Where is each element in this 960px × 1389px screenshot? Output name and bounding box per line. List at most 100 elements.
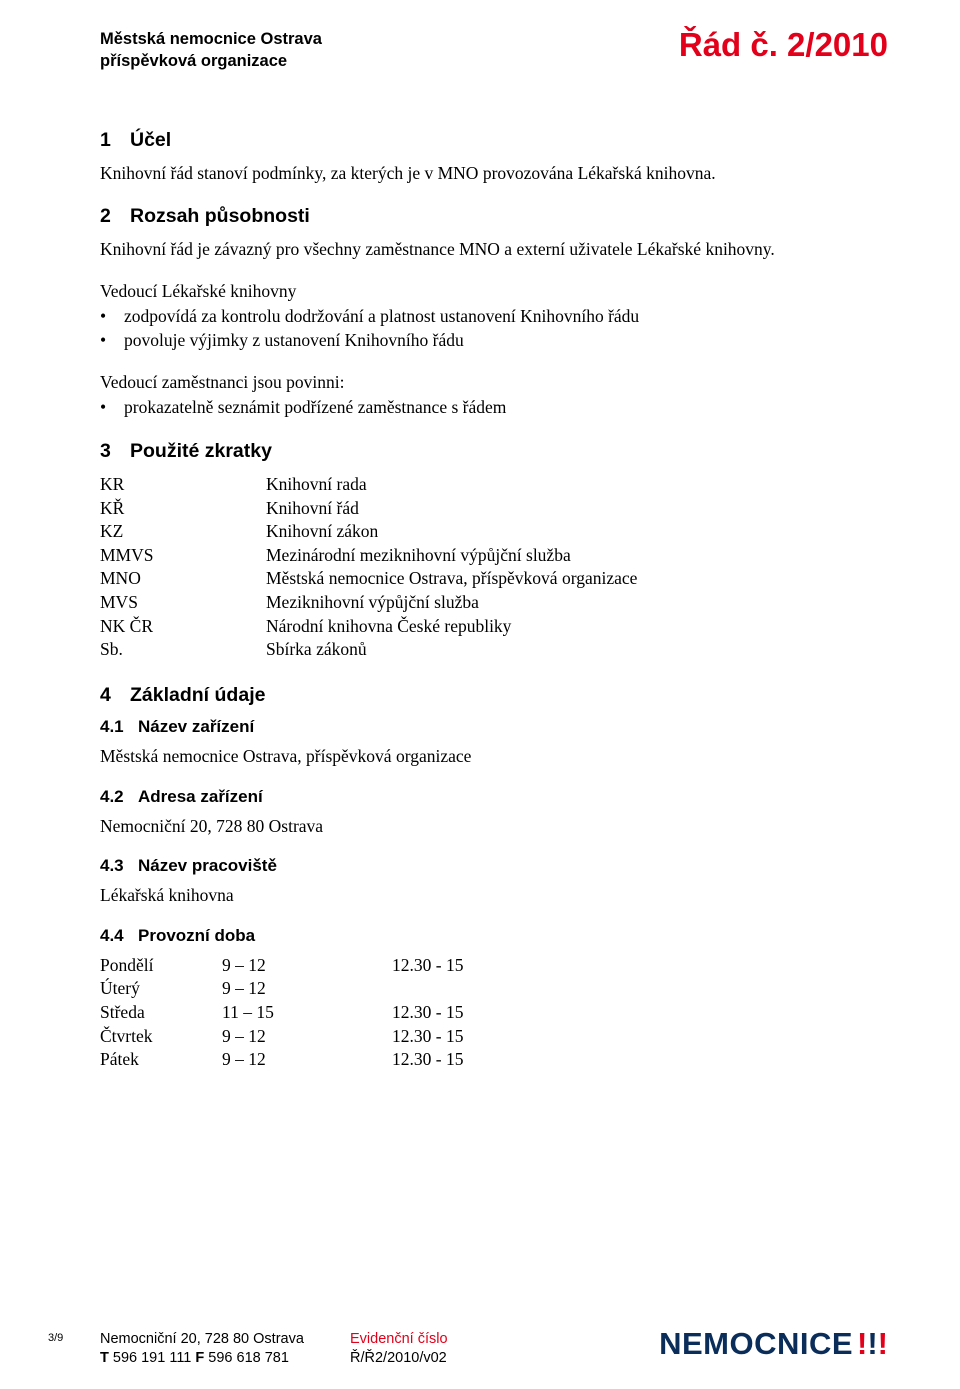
section-3: 3Použité zkratky KRKnihovní rada KŘKniho… [100,440,888,662]
subsection-4-1-text: Městská nemocnice Ostrava, příspěvková o… [100,745,888,769]
hours-morning: 9 – 12 [222,1025,392,1049]
page-number: 3/9 [48,1330,100,1344]
hours-day: Středa [100,1001,222,1025]
hours-afternoon: 12.30 - 15 [392,1048,463,1072]
abbrev-val: Knihovní rada [266,473,637,497]
table-row: MMVSMezinárodní meziknihovní výpůjční sl… [100,544,637,568]
document-page: Městská nemocnice Ostrava příspěvková or… [0,0,960,1072]
footer-f-label: F [195,1350,204,1366]
org-name-line2: příspěvková organizace [100,50,322,72]
table-row: Čtvrtek9 – 1212.30 - 15 [100,1025,463,1049]
abbrev-key: KR [100,473,266,497]
subsection-4-1-num: 4.1 [100,717,138,737]
section-1-title: Účel [130,129,171,151]
subsection-4-3-text: Lékařská knihovna [100,884,888,908]
subsection-4-3-title: Název pracoviště [138,856,277,875]
section-2: 2Rozsah působnosti Knihovní řád je závaz… [100,205,888,420]
abbrev-val: Městská nemocnice Ostrava, příspěvková o… [266,567,637,591]
subsection-4-4-heading: 4.4Provozní doba [100,926,888,946]
footer-evid-value: Ř/Ř2/2010/v02 [350,1349,550,1369]
abbrev-val: Knihovní zákon [266,520,637,544]
hours-day: Pondělí [100,954,222,978]
bang-icon: ! [867,1328,877,1359]
subsection-4-4-num: 4.4 [100,926,138,946]
hours-morning: 9 – 12 [222,977,392,1001]
abbrev-key: NK ČR [100,615,266,639]
subsection-4-4-title: Provozní doba [138,926,255,945]
abbrev-val: Mezinárodní meziknihovní výpůjční služba [266,544,637,568]
abbrev-key: MVS [100,591,266,615]
hours-afternoon: 12.30 - 15 [392,1001,463,1025]
section-3-heading: 3Použité zkratky [100,440,888,463]
section-1-text: Knihovní řád stanoví podmínky, za kterýc… [100,162,888,186]
subsection-4-3-num: 4.3 [100,856,138,876]
abbrev-key: KZ [100,520,266,544]
logo-bangs-icon: ! ! ! [857,1328,888,1359]
list-item: povoluje výjimky z ustanovení Knihovního… [100,329,888,353]
abbrev-key: KŘ [100,497,266,521]
section-1: 1Účel Knihovní řád stanoví podmínky, za … [100,129,888,186]
hours-day: Čtvrtek [100,1025,222,1049]
hours-afternoon [392,977,463,1001]
section-4-num: 4 [100,684,130,707]
abbrev-key: Sb. [100,638,266,662]
subsection-4-1-title: Název zařízení [138,717,254,736]
section-2-lead1: Vedoucí Lékařské knihovny [100,280,888,304]
section-3-title: Použité zkratky [130,440,272,462]
hours-day: Úterý [100,977,222,1001]
table-row: MVSMeziknihovní výpůjční služba [100,591,637,615]
page-header: Městská nemocnice Ostrava příspěvková or… [100,28,888,73]
section-2-list2: prokazatelně seznámit podřízené zaměstna… [100,396,888,420]
table-row: KŘKnihovní řád [100,497,637,521]
abbrev-key: MMVS [100,544,266,568]
hours-morning: 9 – 12 [222,954,392,978]
section-1-heading: 1Účel [100,129,888,152]
hours-afternoon: 12.30 - 15 [392,1025,463,1049]
hours-morning: 9 – 12 [222,1048,392,1072]
section-2-text: Knihovní řád je závazný pro všechny zamě… [100,238,888,262]
section-2-list1: zodpovídá za kontrolu dodržování a platn… [100,305,888,352]
section-3-num: 3 [100,440,130,463]
footer-t-num: 596 191 111 [113,1350,191,1366]
table-row: KRKnihovní rada [100,473,637,497]
bang-icon: ! [878,1328,888,1359]
list-item: zodpovídá za kontrolu dodržování a platn… [100,305,888,329]
subsection-4-2-heading: 4.2Adresa zařízení [100,787,888,807]
document-code: Řád č. 2/2010 [679,26,888,64]
abbrev-val: Meziknihovní výpůjční služba [266,591,637,615]
table-row: MNOMěstská nemocnice Ostrava, příspěvkov… [100,567,637,591]
section-2-num: 2 [100,205,130,228]
table-row: KZKnihovní zákon [100,520,637,544]
table-row: Středa11 – 1512.30 - 15 [100,1001,463,1025]
list-item: prokazatelně seznámit podřízené zaměstna… [100,396,888,420]
hours-day: Pátek [100,1048,222,1072]
subsection-4-3-heading: 4.3Název pracoviště [100,856,888,876]
org-name-line1: Městská nemocnice Ostrava [100,28,322,50]
table-row: Úterý9 – 12 [100,977,463,1001]
footer-address: Nemocniční 20, 728 80 Ostrava [100,1330,350,1350]
subsection-4-2-text: Nemocniční 20, 728 80 Ostrava [100,815,888,839]
section-2-heading: 2Rozsah působnosti [100,205,888,228]
table-row: Pátek9 – 1212.30 - 15 [100,1048,463,1072]
footer-t-label: T [100,1350,109,1366]
footer-phone-fax: T 596 191 111 F 596 618 781 [100,1349,350,1369]
subsection-4-1-heading: 4.1Název zařízení [100,717,888,737]
footer-address-block: Nemocniční 20, 728 80 Ostrava T 596 191 … [100,1330,350,1369]
table-row: NK ČRNárodní knihovna České republiky [100,615,637,639]
subsection-4-2-num: 4.2 [100,787,138,807]
abbrev-key: MNO [100,567,266,591]
footer-evid-label: Evidenční číslo [350,1330,550,1350]
section-2-title: Rozsah působnosti [130,205,310,227]
footer-logo: NEMOCNICE ! ! ! [659,1326,888,1362]
header-org: Městská nemocnice Ostrava příspěvková or… [100,28,322,73]
hours-morning: 11 – 15 [222,1001,392,1025]
section-1-num: 1 [100,129,130,152]
page-footer: 3/9 Nemocniční 20, 728 80 Ostrava T 596 … [0,1330,960,1369]
section-2-lead2: Vedoucí zaměstnanci jsou povinni: [100,371,888,395]
subsection-4-2-title: Adresa zařízení [138,787,263,806]
abbrev-val: Knihovní řád [266,497,637,521]
table-row: Pondělí9 – 1212.30 - 15 [100,954,463,978]
section-4: 4Základní údaje 4.1Název zařízení Městsk… [100,684,888,1072]
footer-f-num: 596 618 781 [208,1350,289,1366]
abbrev-val: Národní knihovna České republiky [266,615,637,639]
